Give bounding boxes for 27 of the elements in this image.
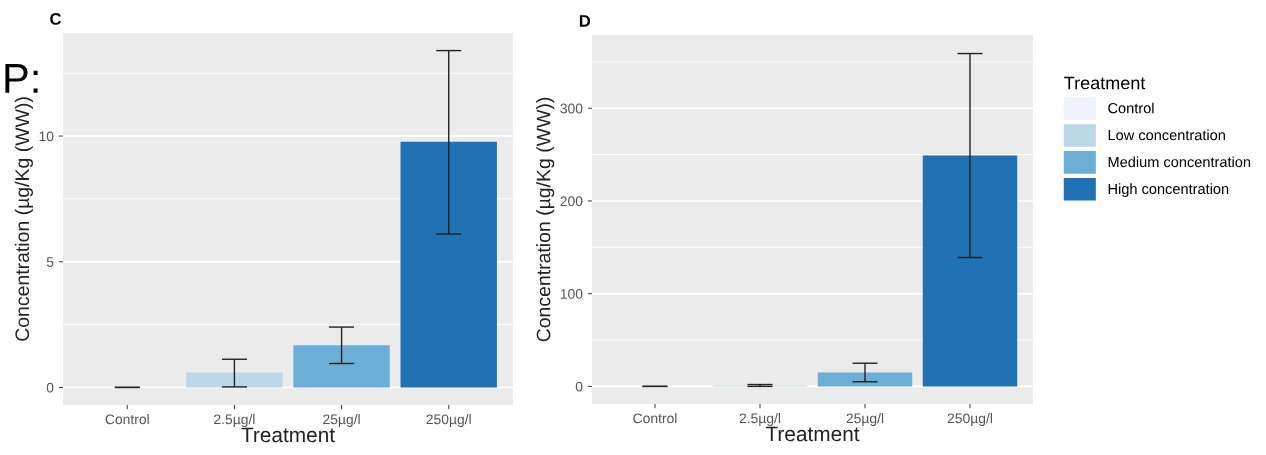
x-axis-title: Treatment bbox=[241, 427, 335, 443]
y-tick-label: 200 bbox=[560, 196, 583, 207]
y-tick-label: 300 bbox=[560, 103, 583, 114]
chart-title: C bbox=[50, 13, 62, 25]
x-tick-label: 2.5µg/l bbox=[214, 414, 255, 427]
legend-label: Control bbox=[1108, 102, 1154, 114]
chart-title: D bbox=[579, 15, 591, 27]
x-tick-label: Control bbox=[105, 414, 149, 425]
y-tick-label: 100 bbox=[560, 289, 583, 299]
x-axis-title: Treatment bbox=[765, 426, 860, 442]
y-axis-title: Concentration (µg/Kg (WW)) bbox=[14, 97, 33, 341]
y-tick-label: 5 bbox=[46, 257, 54, 267]
legend-label: Medium concentration bbox=[1108, 156, 1251, 168]
legend-title: Treatment bbox=[1064, 76, 1146, 90]
x-tick-label: 25µg/l bbox=[846, 413, 884, 426]
legend-label: Low concentration bbox=[1108, 129, 1225, 141]
y-tick-label: 0 bbox=[575, 381, 583, 392]
legend-label: High concentration bbox=[1108, 183, 1229, 197]
y-axis-title: Concentration (µg/Kg (WW)) bbox=[536, 97, 555, 342]
x-tick-label: Control bbox=[633, 413, 677, 424]
text: P: bbox=[5, 64, 38, 93]
x-tick-label: 2.5µg/l bbox=[739, 413, 781, 426]
x-tick-label: 25µg/l bbox=[323, 414, 360, 427]
y-tick-label: 10 bbox=[39, 131, 54, 142]
y-tick-label: 0 bbox=[46, 382, 54, 393]
x-tick-label: 250µg/l bbox=[947, 413, 992, 426]
x-tick-label: 250µg/l bbox=[426, 414, 471, 427]
